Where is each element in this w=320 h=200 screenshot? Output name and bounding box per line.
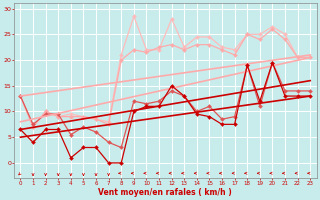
X-axis label: Vent moyen/en rafales ( km/h ): Vent moyen/en rafales ( km/h ) — [99, 188, 232, 197]
